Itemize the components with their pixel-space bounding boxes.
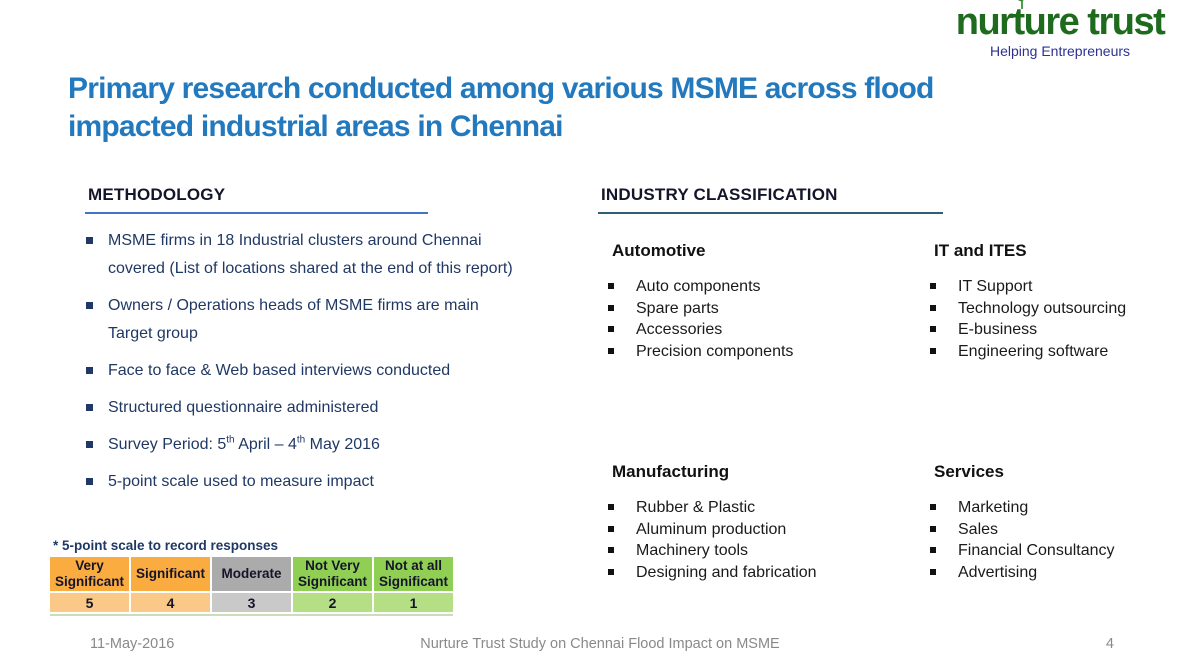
industry-category-services: Services Marketing Sales Financial Consulta… bbox=[920, 462, 1176, 583]
industry-category-manufacturing: Manufacturing Rubber & Plastic Aluminum pr… bbox=[598, 462, 920, 583]
industry-category-title: Services bbox=[934, 462, 1004, 481]
industry-category-list: IT Support Technology outsourcing E-busine… bbox=[920, 276, 1176, 362]
industry-category-title: Manufacturing bbox=[612, 462, 730, 481]
methodology-item: Structured questionnaire administered bbox=[85, 394, 525, 422]
scale-header-row: Very Significant Significant Moderate Not V… bbox=[50, 557, 453, 591]
logo-tagline: Helping Entrepreneurs bbox=[989, 42, 1131, 59]
sprout-icon bbox=[1018, 0, 1025, 9]
industry-category-title: IT and ITES bbox=[934, 241, 1027, 260]
industry-item: Engineering software bbox=[920, 341, 1176, 363]
industry-item: Spare parts bbox=[598, 298, 920, 320]
industry-item: E-business bbox=[920, 319, 1176, 341]
methodology-item: 5-point scale used to measure impact bbox=[85, 468, 525, 496]
industry-item: Advertising bbox=[920, 562, 1176, 584]
methodology-list: MSME firms in 18 Industrial clusters aro… bbox=[85, 227, 525, 496]
scale-header-cell: Very Significant bbox=[50, 557, 129, 591]
industry-item: IT Support bbox=[920, 276, 1176, 298]
footer-date: 11-May-2016 bbox=[90, 636, 175, 652]
scale-section: * 5-point scale to record responses Very… bbox=[48, 538, 455, 616]
superscript: th bbox=[296, 434, 306, 446]
industry-item: Machinery tools bbox=[598, 540, 920, 562]
logo-name: nurture trust bbox=[955, 0, 1166, 43]
methodology-item: MSME firms in 18 Industrial clusters aro… bbox=[85, 227, 525, 283]
industry-category-list: Marketing Sales Financial Consultancy Adver… bbox=[920, 497, 1176, 583]
industry-item: Financial Consultancy bbox=[920, 540, 1176, 562]
industry-category-title: Automotive bbox=[612, 241, 706, 260]
industry-item: Aluminum production bbox=[598, 519, 920, 541]
methodology-section: METHODOLOGY MSME firms in 18 Industrial … bbox=[85, 185, 525, 505]
text-segment: May 2016 bbox=[305, 436, 380, 453]
industry-item: Auto components bbox=[598, 276, 920, 298]
text-segment: Owners / Operations heads of MSME firms … bbox=[108, 297, 479, 342]
scale-value-cell: 1 bbox=[374, 593, 453, 612]
scale-value-cell: 2 bbox=[293, 593, 372, 612]
industry-item: Accessories bbox=[598, 319, 920, 341]
methodology-item: Owners / Operations heads of MSME firms … bbox=[85, 292, 525, 348]
scale-header-cell: Significant bbox=[131, 557, 210, 591]
industry-category-automotive: Automotive Auto components Spare parts Acce… bbox=[598, 241, 920, 362]
scale-header-cell: Moderate bbox=[212, 557, 291, 591]
industry-item: Rubber & Plastic bbox=[598, 497, 920, 519]
scale-value-cell: 3 bbox=[212, 593, 291, 612]
footer-study-title: Nurture Trust Study on Chennai Flood Imp… bbox=[420, 636, 780, 652]
industry-item: Marketing bbox=[920, 497, 1176, 519]
scale-table: Very Significant Significant Moderate Not V… bbox=[48, 555, 455, 614]
text-segment: 5-point scale used to measure impact bbox=[108, 473, 374, 490]
text-segment: Face to face & Web based interviews cond… bbox=[108, 362, 451, 379]
text-segment: Survey Period: 5 bbox=[108, 436, 227, 453]
industry-category-it-and-ites: IT and ITES IT Support Technology outsourc… bbox=[920, 241, 1176, 362]
industry-category-list: Auto components Spare parts Accessories Pre… bbox=[598, 276, 920, 362]
scale-header-cell: Not Very Significant bbox=[293, 557, 372, 591]
industry-grid: Automotive Auto components Spare parts Acce… bbox=[598, 241, 1176, 583]
methodology-heading: METHODOLOGY bbox=[85, 185, 428, 214]
text-segment: Structured questionnaire administered bbox=[108, 399, 379, 416]
scale-value-cell: 5 bbox=[50, 593, 129, 612]
slide-title: Primary research conducted among various… bbox=[68, 72, 934, 143]
industry-item: Technology outsourcing bbox=[920, 298, 1176, 320]
text-segment: MSME firms in 18 Industrial clusters aro… bbox=[108, 232, 513, 277]
industry-item: Precision components bbox=[598, 341, 920, 363]
scale-table-bottom-edge bbox=[50, 614, 453, 616]
logo: nurture trust Helping Entrepreneurs bbox=[926, 0, 1194, 59]
industry-category-list: Rubber & Plastic Aluminum production Machi… bbox=[598, 497, 920, 583]
footer-page-number: 4 bbox=[1105, 636, 1114, 652]
industry-item: Sales bbox=[920, 519, 1176, 541]
industry-section: INDUSTRY CLASSIFICATION Automotive Auto c… bbox=[598, 185, 1176, 583]
footer: 11-May-2016 Nurture Trust Study on Chenn… bbox=[0, 630, 1200, 662]
logo-name-text: nurture trust bbox=[955, 1, 1166, 43]
industry-heading: INDUSTRY CLASSIFICATION bbox=[598, 185, 943, 214]
text-segment: April – 4 bbox=[234, 436, 297, 453]
methodology-item: Face to face & Web based interviews cond… bbox=[85, 357, 525, 385]
methodology-item: Survey Period: 5th April – 4th May 2016 bbox=[85, 431, 525, 459]
industry-item: Designing and fabrication bbox=[598, 562, 920, 584]
scale-value-cell: 4 bbox=[131, 593, 210, 612]
scale-header-cell: Not at all Significant bbox=[374, 557, 453, 591]
superscript: th bbox=[226, 434, 235, 446]
scale-table-caption: * 5-point scale to record responses bbox=[53, 538, 279, 553]
